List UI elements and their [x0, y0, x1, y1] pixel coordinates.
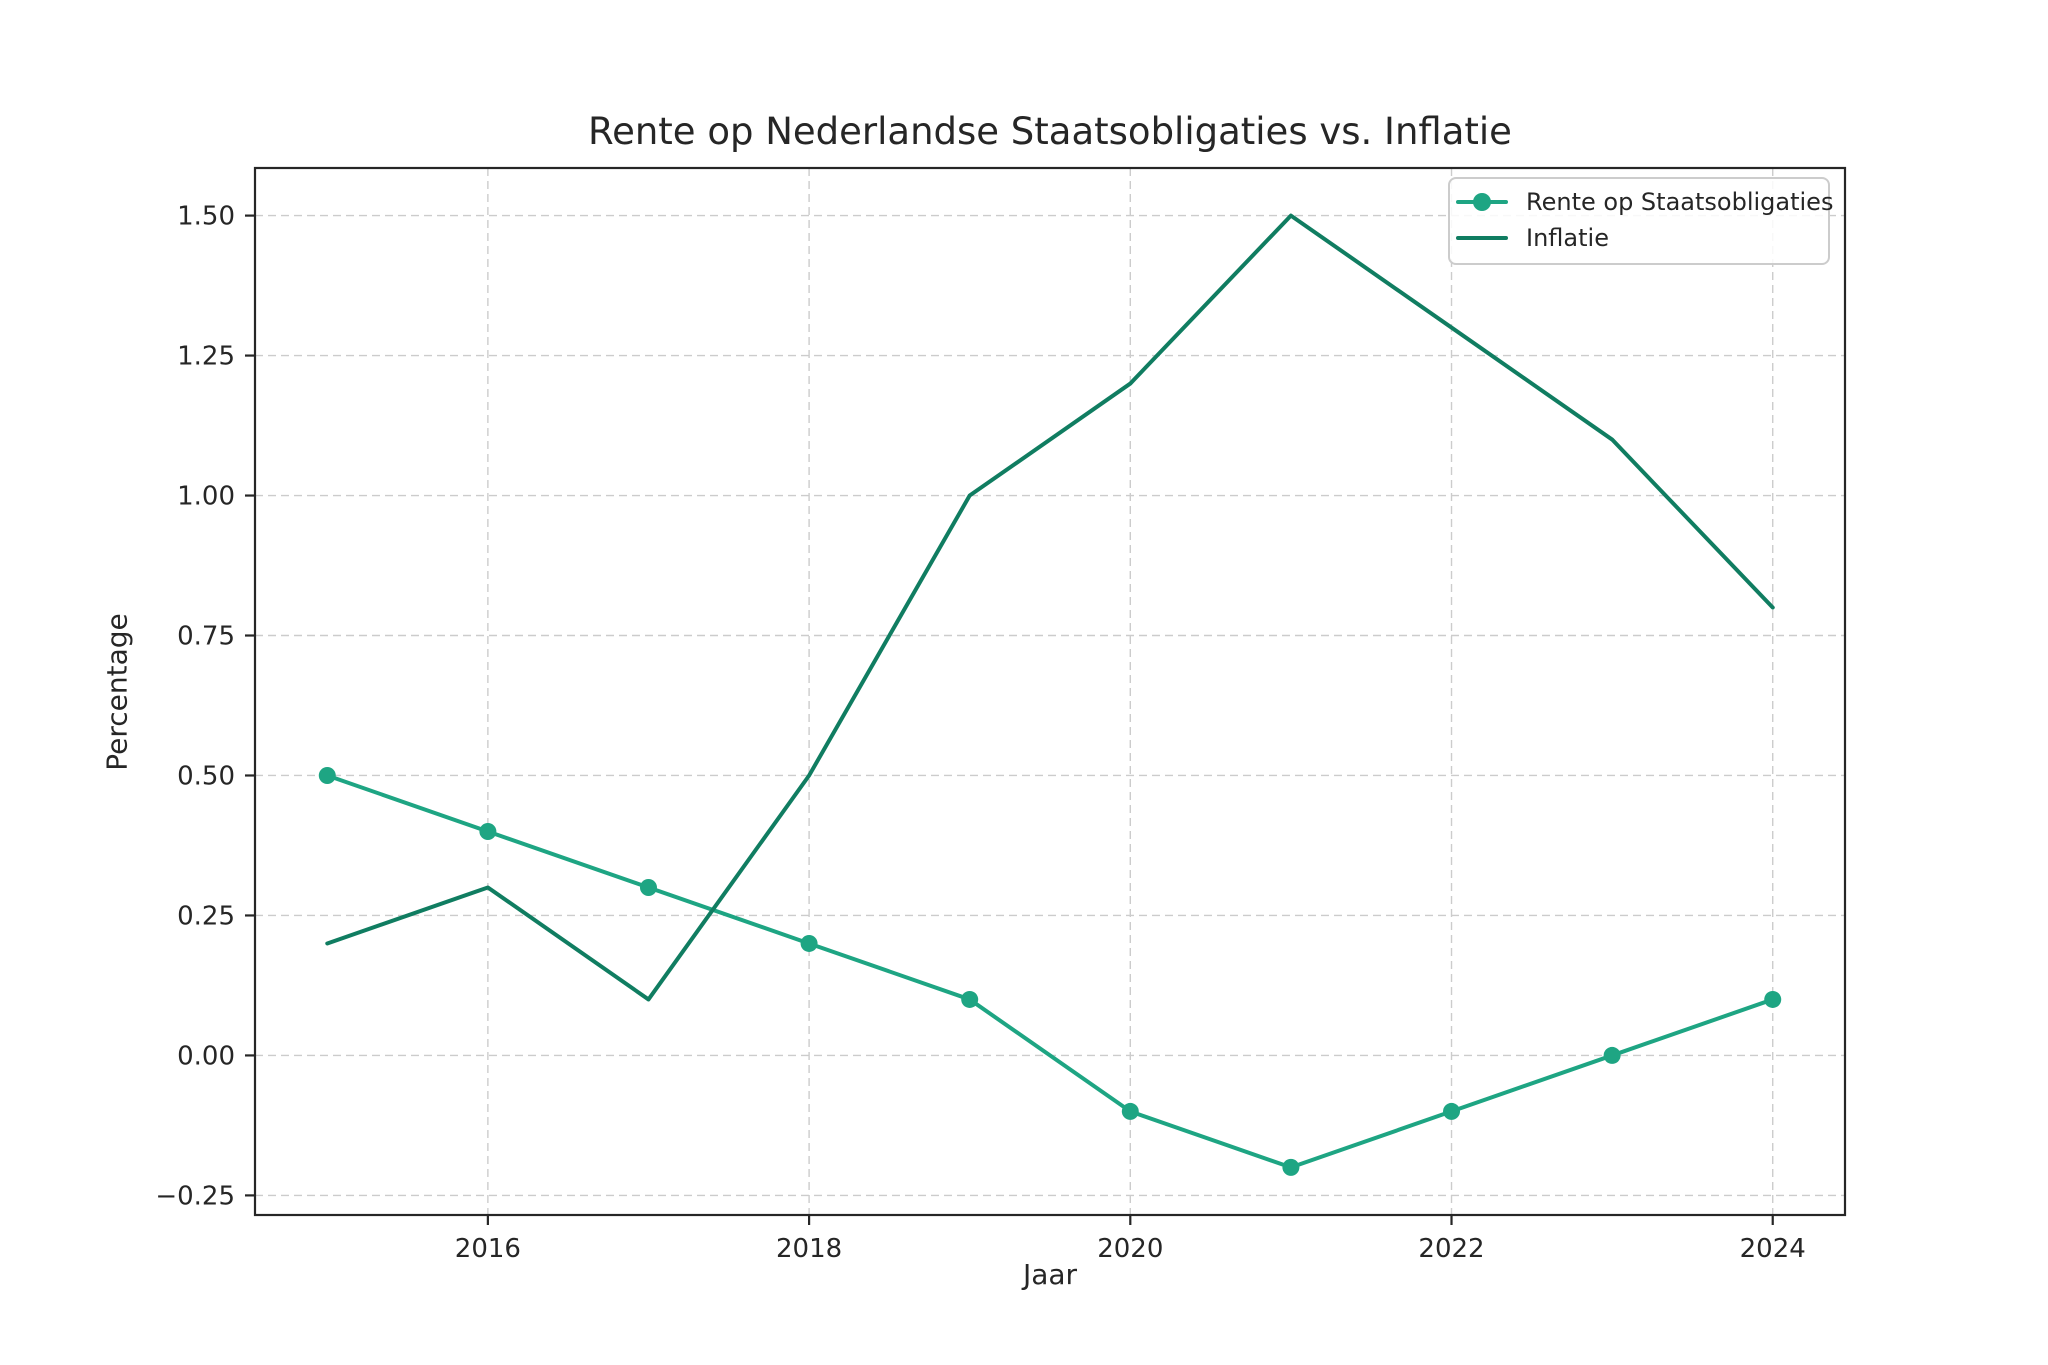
y-tick-label: 1.25	[177, 342, 235, 372]
series-markers-0	[318, 766, 1782, 1176]
x-tick-label: 2022	[1418, 1234, 1484, 1264]
chart-title: Rente op Nederlandse Staatsobligaties vs…	[588, 110, 1512, 153]
y-tick-label: 1.50	[177, 202, 235, 232]
y-tick-label: 0.25	[177, 901, 235, 931]
legend-label-inflatie: Inflatie	[1526, 224, 1609, 252]
x-tick-label: 2020	[1097, 1234, 1163, 1264]
legend-label-rente: Rente op Staatsobligaties	[1526, 188, 1834, 216]
x-axis-label: Jaar	[1022, 1258, 1078, 1291]
series-line-1	[325, 213, 1775, 1002]
x-tick-label: 2018	[776, 1234, 842, 1264]
y-tick-label: 0.75	[177, 622, 235, 652]
y-tick-label: 0.50	[177, 761, 235, 791]
tick-marks	[245, 214, 1774, 1225]
y-tick-label: 1.00	[177, 482, 235, 512]
legend-line-icon	[1456, 236, 1508, 240]
y-tick-label: −0.25	[155, 1181, 235, 1211]
legend-line-marker-swatch-rente	[1456, 190, 1508, 214]
series-line-0	[325, 773, 1775, 1170]
legend-item-inflatie: Inflatie	[1456, 221, 1814, 255]
legend-line-swatch-inflatie	[1456, 226, 1508, 250]
plot-border	[253, 166, 1847, 1217]
x-tick-label: 2016	[455, 1234, 521, 1264]
y-tick-label: 0.00	[177, 1041, 235, 1071]
legend: Rente op Staatsobligaties Inflatie	[1448, 177, 1833, 265]
legend-item-rente: Rente op Staatsobligaties	[1456, 185, 1833, 219]
y-axis-label: Percentage	[100, 613, 134, 771]
legend-marker-dot-icon	[1473, 193, 1491, 211]
x-tick-label: 2024	[1740, 1234, 1806, 1264]
tick-labels: 2016 2018 2020 2022 2024 −0.25 0.00 0.25 0.50 0.7…	[155, 202, 1806, 1264]
